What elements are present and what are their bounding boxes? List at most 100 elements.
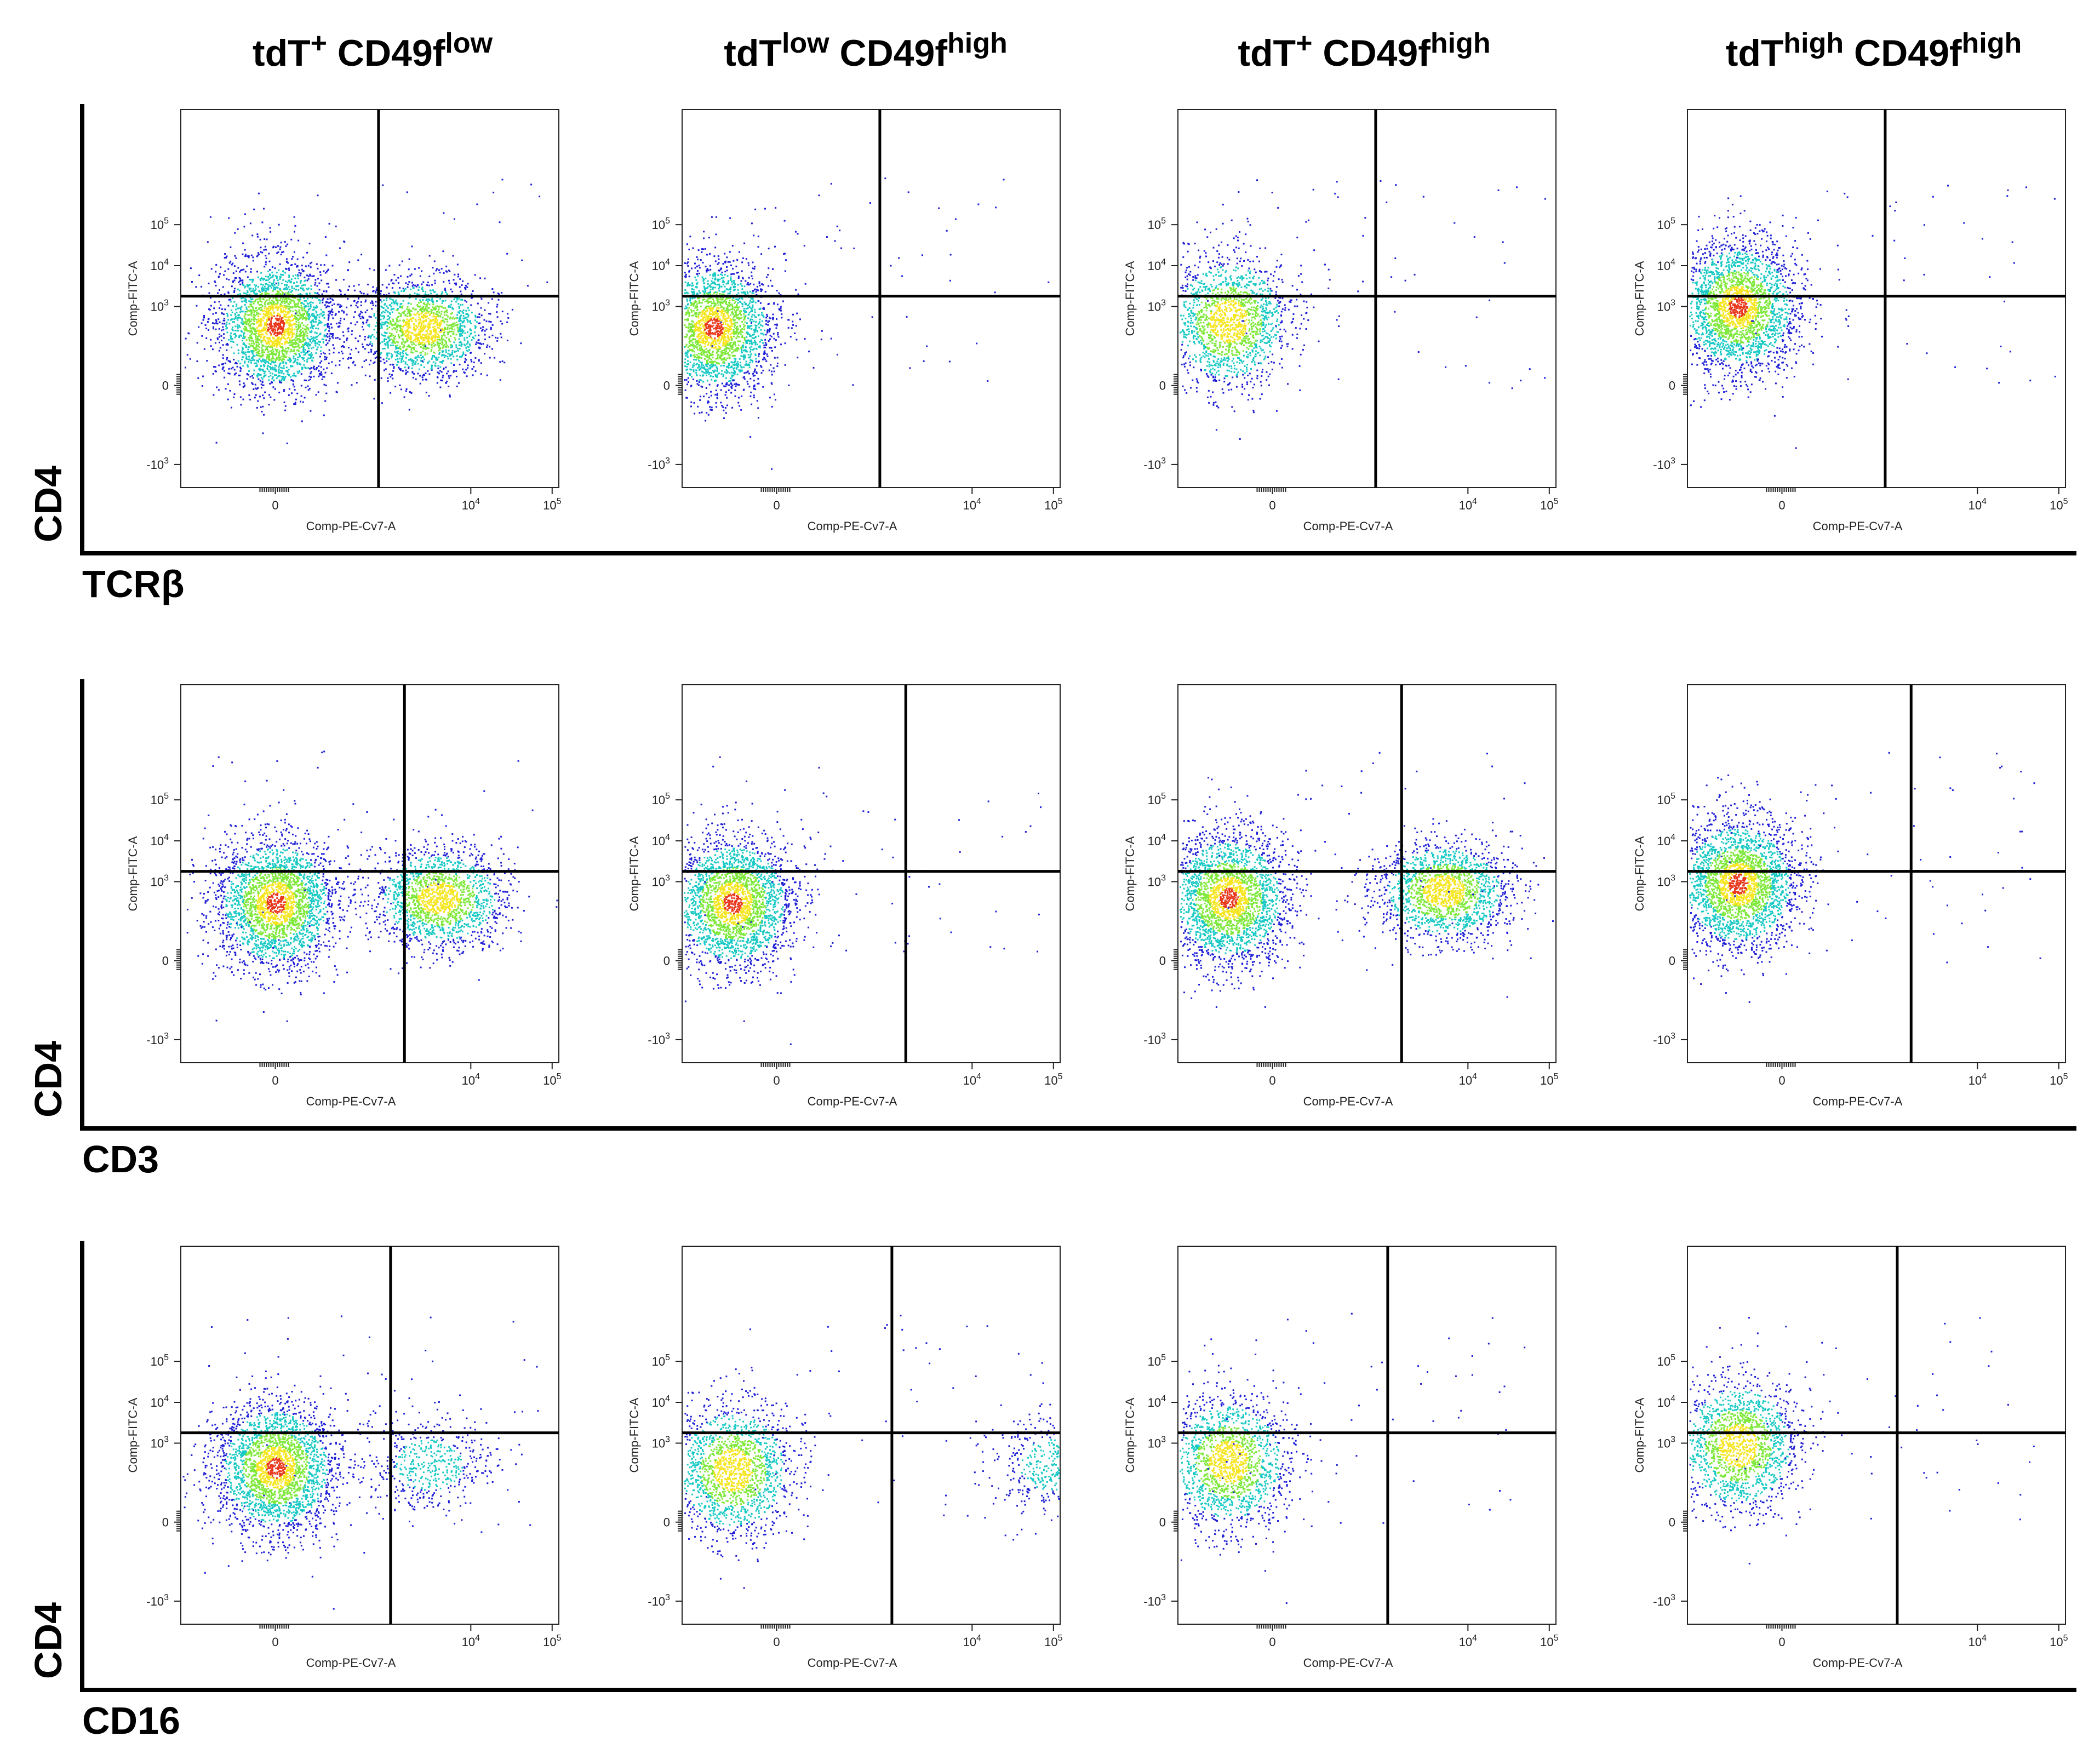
event-dot: [364, 374, 367, 376]
event-dot: [440, 268, 443, 270]
event-dot: [277, 302, 279, 304]
event-dot: [412, 286, 414, 289]
event-dot: [330, 310, 333, 312]
event-dot: [306, 335, 308, 337]
event-dot: [395, 345, 397, 347]
event-dot: [470, 352, 472, 354]
event-dot: [245, 339, 248, 341]
event-dot: [385, 309, 386, 311]
event-dot: [260, 387, 262, 389]
event-dot: [313, 313, 315, 315]
event-dot: [284, 302, 286, 305]
event-dot: [233, 291, 235, 293]
event-dot: [362, 323, 364, 325]
event-dot: [242, 343, 244, 345]
event-dot: [488, 313, 490, 314]
event-dot: [254, 310, 256, 312]
event-dot: [314, 341, 316, 343]
event-dot: [236, 323, 238, 325]
event-dot: [425, 312, 427, 314]
event-dot: [279, 371, 281, 374]
event-dot: [426, 353, 428, 355]
event-dot: [367, 336, 369, 339]
event-dot: [407, 371, 409, 373]
event-dot: [328, 315, 330, 317]
event-dot: [288, 306, 290, 308]
event-dot: [258, 378, 260, 380]
event-dot: [224, 257, 226, 259]
event-dot: [437, 324, 438, 326]
event-dot: [256, 375, 258, 377]
event-dot: [277, 328, 279, 330]
event-dot: [459, 318, 461, 320]
event-dot: [431, 309, 433, 311]
event-dot: [719, 293, 721, 295]
event-dot: [273, 345, 275, 347]
event-dot: [316, 314, 318, 317]
event-dot: [415, 356, 416, 358]
event-dot: [330, 333, 333, 335]
event-dot: [475, 326, 477, 328]
event-dot: [384, 338, 386, 340]
event-dot: [277, 349, 279, 351]
event-dot: [373, 398, 375, 400]
event-dot: [411, 367, 413, 369]
event-dot: [272, 302, 274, 304]
event-dot: [381, 322, 384, 324]
event-dot: [399, 324, 401, 326]
event-dot: [272, 367, 274, 369]
event-dot: [452, 255, 454, 257]
event-dot: [447, 358, 449, 360]
event-dot: [259, 291, 261, 293]
event-dot: [357, 259, 359, 261]
event-dot: [463, 325, 465, 327]
event-dot: [271, 344, 273, 346]
event-dot: [302, 317, 304, 318]
event-dot: [703, 396, 705, 398]
event-dot: [271, 352, 273, 354]
event-dot: [259, 358, 261, 360]
event-dot: [428, 284, 430, 286]
event-dot: [225, 256, 227, 259]
event-dot: [389, 297, 391, 300]
event-dot: [439, 370, 441, 372]
event-dot: [339, 360, 341, 362]
event-dot: [311, 275, 313, 277]
event-dot: [368, 316, 370, 318]
event-dot: [271, 329, 273, 331]
event-dot: [295, 318, 297, 320]
event-dot: [293, 301, 295, 303]
event-dot: [255, 319, 258, 321]
event-dot: [293, 333, 295, 335]
event-dot: [213, 307, 215, 310]
event-dot: [322, 341, 324, 343]
event-dot: [467, 314, 470, 316]
event-dot: [714, 247, 717, 249]
event-dot: [266, 348, 268, 351]
event-dot: [764, 329, 766, 331]
event-dot: [265, 288, 267, 290]
event-dot: [250, 336, 252, 338]
event-dot: [328, 349, 330, 351]
event-dot: [269, 306, 271, 308]
event-dot: [273, 358, 275, 360]
event-dot: [328, 306, 330, 308]
event-dot: [256, 299, 258, 300]
event-dot: [694, 276, 696, 278]
event-dot: [250, 311, 253, 313]
event-dot: [284, 376, 287, 377]
event-dot: [252, 278, 254, 280]
event-dot: [277, 294, 279, 296]
event-dot: [460, 290, 462, 293]
event-dot: [296, 258, 299, 260]
event-dot: [274, 367, 276, 369]
event-dot: [436, 321, 438, 323]
event-dot: [253, 291, 255, 294]
event-dot: [271, 358, 273, 360]
event-dot: [276, 318, 278, 320]
event-dot: [285, 323, 287, 325]
event-dot: [390, 353, 392, 355]
event-dot: [326, 283, 328, 285]
event-dot: [198, 326, 200, 328]
event-dot: [243, 284, 245, 286]
